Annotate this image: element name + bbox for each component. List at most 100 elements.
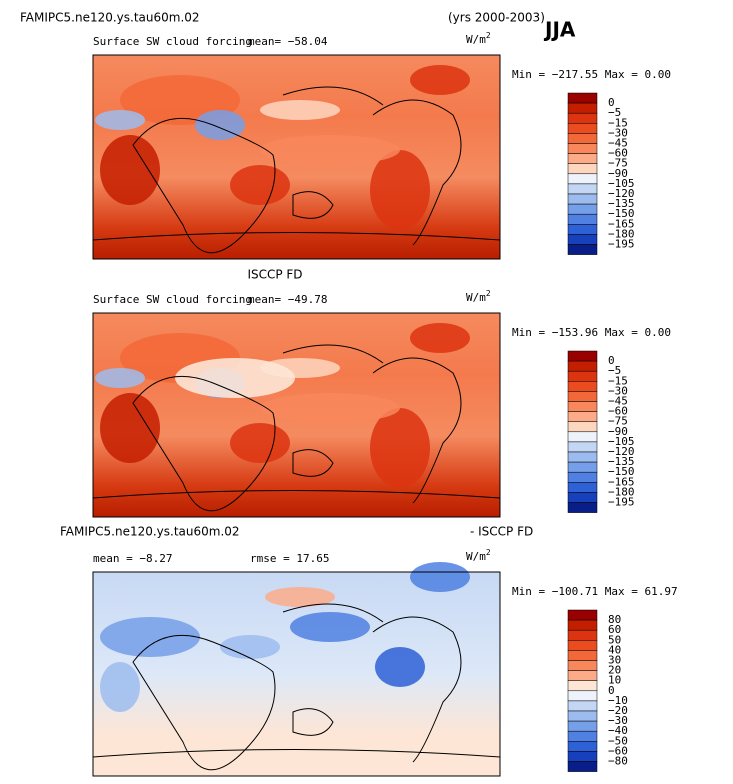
colorbar-box: [567, 173, 598, 185]
colorbar-box: [567, 619, 598, 631]
min-max: Min = −217.55 Max = 0.00: [512, 68, 671, 81]
colorbar-box: [567, 193, 598, 205]
coastline: [92, 344, 501, 512]
colorbar-box: [567, 730, 598, 742]
units-sup: 2: [486, 289, 491, 298]
mean: mean= −58.04: [248, 35, 328, 48]
colorbar-box: [567, 224, 598, 235]
colorbar-label: −195: [608, 238, 635, 251]
colorbar-label: −105: [608, 435, 635, 448]
colorbar-box: [567, 401, 598, 412]
panel-title: ISCCP FD: [247, 268, 302, 282]
colorbar-label: −105: [608, 177, 635, 190]
colorbar-label: −60: [608, 405, 628, 418]
season: JJA: [543, 18, 576, 42]
colorbar-label: −180: [608, 485, 635, 498]
mean: mean = −8.27: [93, 552, 172, 565]
colorbar-label: −195: [608, 496, 635, 509]
map-blob: [410, 65, 470, 95]
map-blob: [100, 393, 160, 463]
colorbar-label: −120: [608, 445, 635, 458]
years: (yrs 2000-2003): [448, 11, 545, 25]
colorbar-label: −60: [608, 147, 628, 160]
colorbar-box: [567, 710, 598, 722]
map-frame: [92, 571, 501, 777]
colorbar-box: [567, 411, 598, 422]
colorbar-label: −5: [608, 106, 621, 119]
colorbar-label: 0: [608, 96, 615, 109]
units-sup: 2: [486, 548, 491, 557]
colorbar-label: 0: [608, 684, 615, 697]
map-blob: [375, 647, 425, 687]
colorbar-label: −150: [608, 207, 635, 220]
colorbar-box: [567, 720, 598, 732]
colorbar-label: 50: [608, 633, 621, 646]
colorbar-box: [567, 492, 598, 503]
colorbar-box: [567, 381, 598, 392]
colorbar-box: [567, 690, 598, 702]
map-blob: [220, 635, 280, 659]
colorbar-label: −150: [608, 465, 635, 478]
colorbar-box: [567, 629, 598, 641]
colorbar-box: [567, 502, 598, 513]
colorbar-label: −135: [608, 455, 635, 468]
map-blob: [100, 135, 160, 205]
units-base: W/m: [466, 291, 486, 304]
colorbar-box: [567, 761, 598, 772]
map-blob: [260, 100, 340, 120]
map-frame: [92, 54, 501, 260]
colorbar-label: −120: [608, 187, 635, 200]
colorbar-box: [567, 213, 598, 225]
colorbar-label: −165: [608, 475, 635, 488]
colorbar-box: [567, 451, 598, 463]
colorbar-label: −45: [608, 395, 628, 408]
map-blob: [95, 368, 145, 388]
colorbar-label: −90: [608, 425, 628, 438]
colorbar-label: −90: [608, 167, 628, 180]
colorbar-box: [567, 471, 598, 483]
units: W/m2: [466, 289, 491, 305]
units: W/m2: [466, 31, 491, 47]
map-frame: [92, 312, 501, 518]
colorbar-label: −80: [608, 755, 628, 768]
colorbar-box: [567, 741, 598, 752]
map-blob: [100, 617, 200, 657]
map-blob: [410, 323, 470, 353]
field-name: Surface SW cloud forcing: [93, 35, 252, 48]
colorbar-label: −30: [608, 126, 628, 139]
coastline: [92, 603, 501, 771]
panel-title: FAMIPC5.ne120.ys.tau60m.02: [60, 525, 240, 539]
colorbar-box: [567, 482, 598, 493]
colorbar-box: [567, 183, 598, 195]
map-blob: [95, 110, 145, 130]
map-blob: [230, 165, 290, 205]
mean: mean= −49.78: [248, 293, 327, 306]
colorbar-label: −15: [608, 116, 628, 129]
colorbar-box: [567, 700, 598, 712]
colorbar-label: −30: [608, 384, 628, 397]
colorbar-label: 0: [608, 354, 615, 367]
colorbar-box: [567, 143, 598, 154]
colorbar-label: −10: [608, 694, 628, 707]
colorbar-box: [567, 350, 598, 362]
map-blob: [230, 423, 290, 463]
min-max: Min = −100.71 Max = 61.97: [512, 585, 678, 598]
colorbar-label: −20: [608, 704, 628, 717]
colorbar-box: [567, 244, 598, 255]
colorbar-box: [567, 650, 598, 661]
rmse: rmse = 17.65: [250, 552, 329, 565]
colorbar-label: −5: [608, 364, 621, 377]
colorbar-label: 10: [608, 674, 621, 687]
colorbar-box: [567, 163, 598, 175]
colorbar-box: [567, 112, 598, 124]
colorbar-box: [567, 92, 598, 104]
map-blob: [260, 135, 400, 165]
colorbar-box: [567, 421, 598, 433]
colorbar-label: −40: [608, 724, 628, 737]
coastline: [92, 86, 501, 254]
colorbar-box: [567, 391, 598, 402]
colorbar-box: [567, 203, 598, 215]
colorbar-box: [567, 441, 598, 453]
colorbar-label: 80: [608, 613, 621, 626]
